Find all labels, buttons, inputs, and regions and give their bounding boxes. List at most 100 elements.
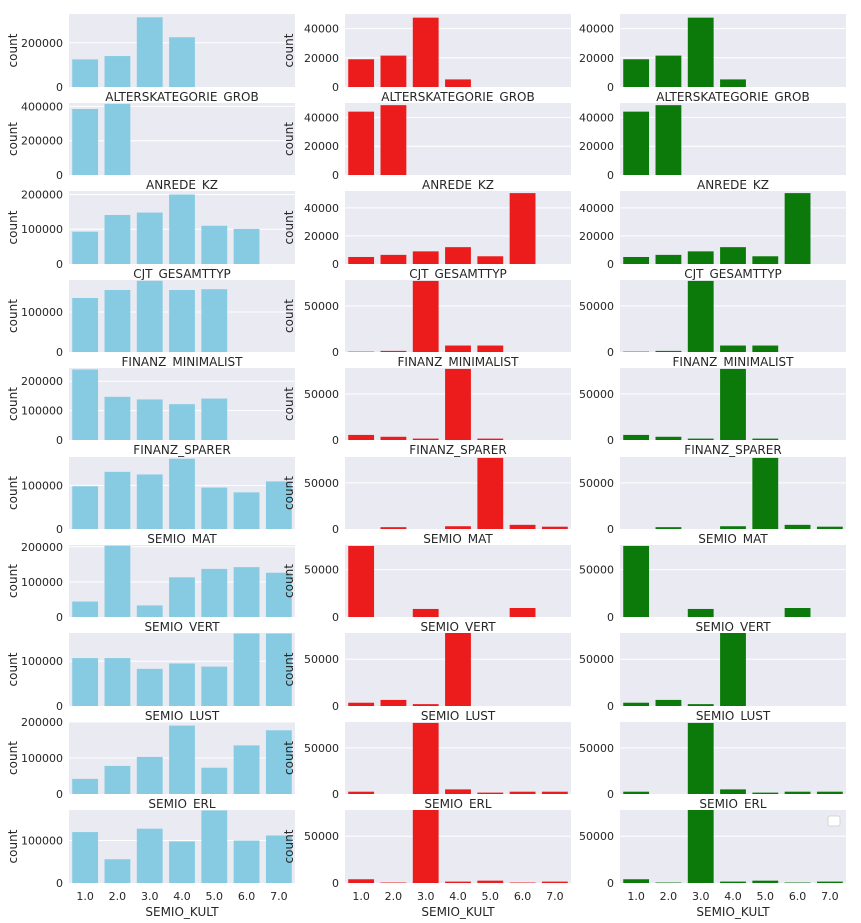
bar-2.0 <box>655 699 682 706</box>
bar-4.0 <box>445 247 471 264</box>
y-tick-label: 40000 <box>579 202 614 215</box>
y-axis-label: count <box>6 210 20 244</box>
bar-2.0 <box>655 254 682 264</box>
plot-area <box>620 14 846 87</box>
x-axis-label: ALTERSKATEGORIE_GROB <box>656 90 809 104</box>
bar-1.0 <box>623 545 650 617</box>
y-tick-label: 0 <box>56 700 63 713</box>
x-axis-label: CJT_GESAMTTYP <box>684 267 782 281</box>
bar-3.0 <box>687 17 714 87</box>
bar-5.0 <box>201 568 228 617</box>
x-axis-label: ALTERSKATEGORIE_GROB <box>105 90 258 104</box>
bar-4.0 <box>169 290 195 352</box>
y-axis-label: count <box>6 829 20 863</box>
y-tick-label: 0 <box>332 523 339 536</box>
bar-1.0 <box>623 879 650 883</box>
bar-3.0 <box>136 474 163 529</box>
bar-2.0 <box>104 471 131 529</box>
bar-4.0 <box>169 725 195 794</box>
bar-2.0 <box>380 105 407 175</box>
x-axis-label: CJT_GESAMTTYP <box>409 267 507 281</box>
bar-6.0 <box>784 193 811 264</box>
bar-7.0 <box>265 835 292 883</box>
x-tick-label: 2.0 <box>660 890 678 903</box>
subplot-r9-c1: 0 50000 1.0 2.0 3.0 4.0 5.0 6.0 7.0 SEMIO_KULT cou… <box>282 810 571 919</box>
subplot-r4-c0: 0 100000 200000 FINANZ_SPARER count <box>6 368 295 457</box>
plot-area <box>620 457 846 529</box>
bar-1.0 <box>72 658 99 706</box>
bar-5.0 <box>752 792 779 794</box>
y-tick-label: 0 <box>607 434 614 447</box>
bar-3.0 <box>687 810 714 883</box>
bar-6.0 <box>509 524 536 529</box>
plot-area <box>345 810 571 883</box>
y-axis-label: count <box>6 33 20 67</box>
y-tick-label: 0 <box>607 523 614 536</box>
y-tick-label: 0 <box>332 877 339 890</box>
y-axis-label: count <box>6 387 20 421</box>
bar-1.0 <box>348 879 375 883</box>
bar-5.0 <box>752 457 779 529</box>
y-tick-label: 50000 <box>579 564 614 577</box>
x-axis-label: SEMIO_VERT <box>695 620 771 634</box>
y-tick-label: 20000 <box>579 140 614 153</box>
x-axis-label: SEMIO_MAT <box>423 532 493 546</box>
bar-4.0 <box>169 458 195 529</box>
bar-2.0 <box>655 350 682 352</box>
y-tick-label: 0 <box>332 169 339 182</box>
y-axis-label: count <box>6 122 20 156</box>
subplot-r4-c2: 0 50000 FINANZ_SPARER <box>579 368 846 457</box>
bar-2.0 <box>104 396 131 440</box>
bar-2.0 <box>655 55 682 87</box>
x-axis-label: SEMIO_VERT <box>420 620 496 634</box>
y-tick-label: 0 <box>56 434 63 447</box>
bar-3.0 <box>412 704 439 706</box>
y-tick-label: 50000 <box>579 830 614 843</box>
bar-1.0 <box>348 256 375 264</box>
x-axis-label: ANREDE_KZ <box>146 178 218 192</box>
bar-2.0 <box>104 290 131 352</box>
bar-1.0 <box>623 791 650 794</box>
x-tick-label: 3.0 <box>417 890 435 903</box>
y-tick-label: 0 <box>56 81 63 94</box>
subplot-r6-c1: 0 50000 SEMIO_VERT count <box>282 545 571 634</box>
x-axis-label: SEMIO_LUST <box>421 709 496 723</box>
bar-5.0 <box>201 225 228 264</box>
bar-1.0 <box>348 111 375 175</box>
bar-2.0 <box>104 545 131 617</box>
y-tick-label: 0 <box>607 81 614 94</box>
subplot-r1-c1: 0 20000 40000 ANREDE_KZ count <box>282 103 571 192</box>
x-tick-label: 3.0 <box>692 890 710 903</box>
bar-5.0 <box>201 487 228 529</box>
x-axis-label: SEMIO_VERT <box>144 620 220 634</box>
subplot-r5-c1: 0 50000 SEMIO_MAT count <box>282 457 571 546</box>
subplot-r7-c2: 0 50000 SEMIO_LUST <box>579 633 846 723</box>
y-tick-label: 100000 <box>21 576 63 589</box>
x-tick-label: 3.0 <box>141 890 159 903</box>
y-axis-label: count <box>282 829 296 863</box>
y-tick-label: 0 <box>607 346 614 359</box>
bar-3.0 <box>412 251 439 264</box>
y-tick-label: 0 <box>332 346 339 359</box>
y-axis-label: count <box>6 476 20 510</box>
y-tick-label: 40000 <box>579 23 614 36</box>
subplot-r3-c0: 0 100000 FINANZ_MINIMALIST count <box>6 280 295 369</box>
plot-area <box>345 545 571 617</box>
bar-5.0 <box>752 345 779 352</box>
x-tick-label: 5.0 <box>206 890 224 903</box>
bar-7.0 <box>265 730 292 794</box>
subplot-r0-c0: 0 200000 ALTERSKATEGORIE_GROB count <box>6 14 295 104</box>
x-tick-label: 6.0 <box>238 890 256 903</box>
y-tick-label: 40000 <box>304 23 339 36</box>
bar-4.0 <box>720 881 746 883</box>
bar-7.0 <box>816 526 843 529</box>
bar-3.0 <box>687 704 714 706</box>
bar-3.0 <box>136 399 163 440</box>
bar-3.0 <box>136 668 163 706</box>
bar-3.0 <box>412 810 439 883</box>
bar-7.0 <box>541 881 568 883</box>
y-tick-label: 50000 <box>579 388 614 401</box>
bar-6.0 <box>233 745 260 794</box>
plot-area <box>620 103 846 175</box>
